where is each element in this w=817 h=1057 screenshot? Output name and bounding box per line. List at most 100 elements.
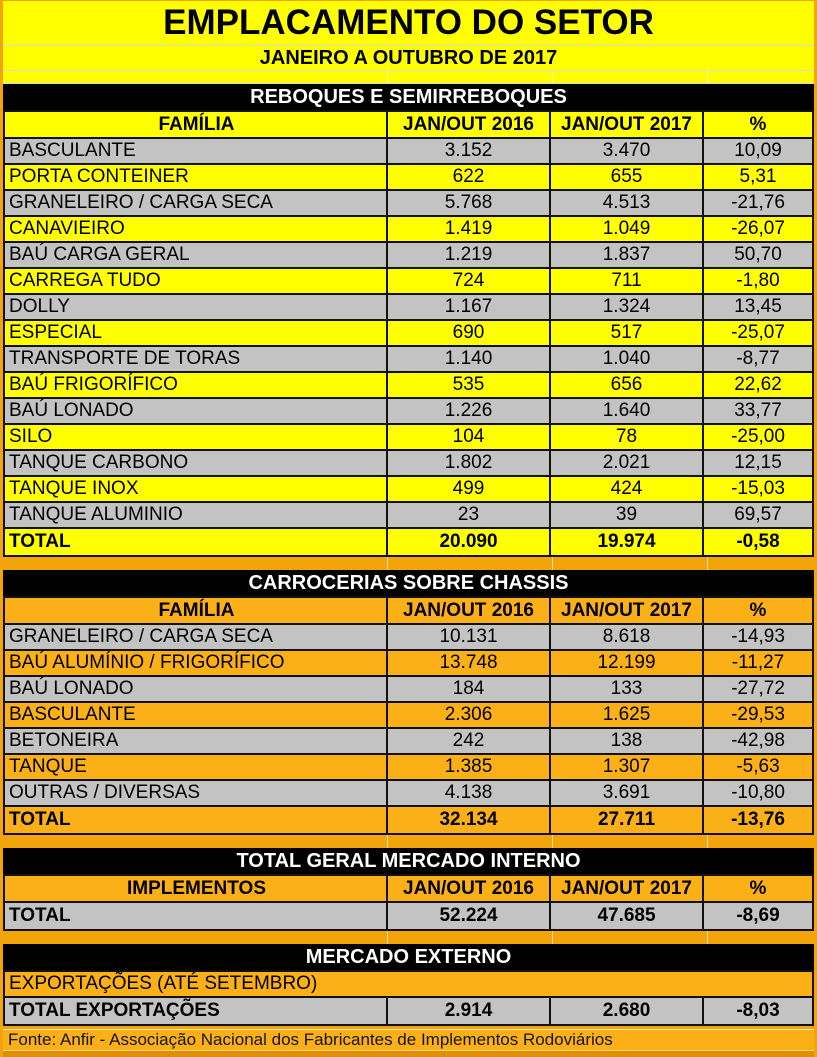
value-2017-cell: 4.513 — [551, 191, 704, 215]
value-2017-cell: 1.837 — [551, 243, 704, 267]
table-row: BAÚ FRIGORÍFICO 535 656 22,62 — [5, 373, 812, 399]
value-2016-cell: 1.419 — [388, 217, 551, 241]
page-subtitle-text: JANEIRO A OUTUBRO DE 2017 — [259, 46, 558, 69]
bottom-edge — [3, 1051, 814, 1057]
value-2016-cell: 1.167 — [388, 295, 551, 319]
column-header-row: FAMÍLIA JAN/OUT 2016 JAN/OUT 2017% — [5, 598, 812, 625]
percent-cell: 12,15 — [734, 452, 782, 473]
table-reboques-e-semirreboques: FAMÍLIA JAN/OUT 2016 JAN/OUT 2017% BASCULAN… — [3, 110, 814, 557]
value-2017-cell: 424 — [551, 477, 704, 501]
section-header-reboques-e-semirreboques: REBOQUES E SEMIRREBOQUES — [3, 84, 814, 110]
value-2016-cell: 10.131 — [388, 625, 551, 649]
family-cell: TOTAL — [5, 529, 388, 555]
value-2016-cell: 5.768 — [388, 191, 551, 215]
value-2017-cell: 39 — [551, 503, 704, 527]
family-cell: BETONEIRA — [5, 729, 388, 753]
value-2016-cell: 2.306 — [388, 703, 551, 727]
table-row: BAÚ LONADO 1.226 1.640 33,77 — [5, 399, 812, 425]
family-cell: PORTA CONTEINER — [5, 165, 388, 189]
table-row: BASCULANTE 3.152 3.470 10,09 — [5, 139, 812, 165]
value-2016-cell: 690 — [388, 321, 551, 345]
table-row: CARREGA TUDO 724 711 -1,80 — [5, 269, 812, 295]
tables-container: REBOQUES E SEMIRREBOQUES FAMÍLIA JAN/OUT 2… — [3, 84, 814, 1026]
family-cell: OUTRAS / DIVERSAS — [5, 781, 388, 805]
table-row: BASCULANTE 2.306 1.625 -29,53 — [5, 703, 812, 729]
column-header-row: FAMÍLIA JAN/OUT 2016 JAN/OUT 2017% — [5, 112, 812, 139]
family-cell: TRANSPORTE DE TORAS — [5, 347, 388, 371]
value-2016-cell: 724 — [388, 269, 551, 293]
section-header-carrocerias-sobre-chassis: CARROCERIAS SOBRE CHASSIS — [3, 570, 814, 596]
percent-cell: -13,76 — [731, 809, 785, 830]
percent-cell: -25,00 — [731, 426, 785, 447]
value-2016-cell: 1.385 — [388, 755, 551, 779]
table-row: TRANSPORTE DE TORAS 1.140 1.040 -8,77 — [5, 347, 812, 373]
table-row: TANQUE CARBONO 1.802 2.021 12,15 — [5, 451, 812, 477]
family-cell: SILO — [5, 425, 388, 449]
value-2016-cell: 3.152 — [388, 139, 551, 163]
source-note-text: Fonte: Anfir - Associação Nacional dos F… — [8, 1030, 613, 1049]
column-header-family: IMPLEMENTOS — [5, 876, 388, 901]
column-header-family: FAMÍLIA — [5, 598, 388, 623]
percent-cell: -26,07 — [731, 218, 785, 239]
value-2016-cell: 20.090 — [388, 529, 551, 555]
value-2017-cell: 655 — [551, 165, 704, 189]
percent-cell: -10,80 — [731, 782, 785, 803]
value-2017-cell: 1.040 — [551, 347, 704, 371]
table-row: TANQUE ALUMINIO 23 39 69,57 — [5, 503, 812, 529]
percent-cell: 10,09 — [734, 140, 782, 161]
percent-cell: -8,77 — [736, 348, 780, 369]
percent-cell: -5,63 — [736, 756, 780, 777]
column-header-row: IMPLEMENTOS JAN/OUT 2016 JAN/OUT 2017% — [5, 876, 812, 903]
spacer-row — [3, 71, 814, 84]
value-2016-cell: 52.224 — [388, 903, 551, 929]
source-note: Fonte: Anfir - Associação Nacional dos F… — [3, 1029, 814, 1051]
family-cell: TOTAL — [5, 807, 388, 833]
table-row: TOTAL 52.224 47.685 -8,69 — [5, 903, 812, 929]
family-cell: CARREGA TUDO — [5, 269, 388, 293]
percent-cell: 33,77 — [734, 400, 782, 421]
percent-cell: -29,53 — [731, 704, 785, 725]
table-row: TOTAL EXPORTAÇÕES 2.914 2.680 -8,03 — [5, 998, 812, 1024]
table-row: TANQUE 1.385 1.307 -5,63 — [5, 755, 812, 781]
family-cell: GRANELEIRO / CARGA SECA — [5, 191, 388, 215]
family-cell: BAÚ ALUMÍNIO / FRIGORÍFICO — [5, 651, 388, 675]
table-total-geral-mercado-interno: IMPLEMENTOS JAN/OUT 2016 JAN/OUT 2017% TOTA… — [3, 874, 814, 931]
section-header-total-geral-mercado-interno: TOTAL GERAL MERCADO INTERNO — [3, 848, 814, 874]
column-header-2016: JAN/OUT 2016 — [388, 598, 551, 623]
family-cell: DOLLY — [5, 295, 388, 319]
family-cell: TANQUE INOX — [5, 477, 388, 501]
table-row: BAÚ ALUMÍNIO / FRIGORÍFICO 13.748 12.199 -1… — [5, 651, 812, 677]
value-2017-cell: 27.711 — [551, 807, 704, 833]
table-mercado-externo: EXPORTAÇÕES (ATÉ SETEMBRO) TOTAL EXPORTAÇ… — [3, 970, 814, 1026]
value-2017-cell: 1.324 — [551, 295, 704, 319]
family-cell: TOTAL EXPORTAÇÕES — [5, 998, 388, 1024]
column-header-percent: % — [749, 113, 767, 135]
column-header-2017: JAN/OUT 2017 — [551, 112, 704, 137]
table-row: TOTAL 20.090 19.974 -0,58 — [5, 529, 812, 555]
value-2017-cell: 1.307 — [551, 755, 704, 779]
table-row: TANQUE INOX 499 424 -15,03 — [5, 477, 812, 503]
column-header-percent: % — [749, 877, 767, 899]
family-cell: BAÚ LONADO — [5, 399, 388, 423]
value-2017-cell: 1.625 — [551, 703, 704, 727]
value-2016-cell: 622 — [388, 165, 551, 189]
column-header-percent: % — [749, 599, 767, 621]
family-cell: CANAVIEIRO — [5, 217, 388, 241]
spacer-row — [3, 557, 814, 570]
value-2016-cell: 13.748 — [388, 651, 551, 675]
percent-cell: -14,93 — [731, 626, 785, 647]
value-2016-cell: 1.140 — [388, 347, 551, 371]
value-2016-cell: 32.134 — [388, 807, 551, 833]
family-cell: GRANELEIRO / CARGA SECA — [5, 625, 388, 649]
percent-cell: -15,03 — [731, 478, 785, 499]
value-2016-cell: 535 — [388, 373, 551, 397]
family-cell: ESPECIAL — [5, 321, 388, 345]
exports-note-row: EXPORTAÇÕES (ATÉ SETEMBRO) — [5, 972, 812, 998]
family-cell: TANQUE ALUMINIO — [5, 503, 388, 527]
value-2017-cell: 8.618 — [551, 625, 704, 649]
percent-cell: -21,76 — [731, 192, 785, 213]
table-row: DOLLY 1.167 1.324 13,45 — [5, 295, 812, 321]
family-cell: TANQUE — [5, 755, 388, 779]
value-2016-cell: 242 — [388, 729, 551, 753]
